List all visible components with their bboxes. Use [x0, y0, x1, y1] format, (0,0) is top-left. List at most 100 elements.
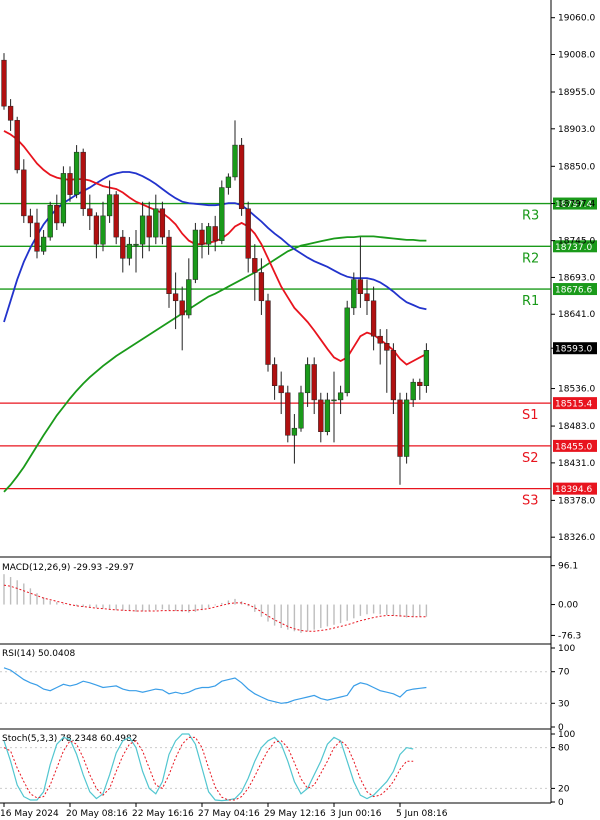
stoch-axis: 100 80 20 0: [551, 730, 575, 808]
candle: [232, 120, 238, 181]
stoch-tick-label: 20: [558, 784, 570, 794]
candle: [351, 272, 357, 315]
candle: [285, 385, 291, 443]
stoch-k-line: [3, 733, 414, 802]
price-tick-label: 18903.0: [558, 125, 595, 135]
macd-signal-line: [3, 584, 427, 632]
candle: [40, 230, 47, 255]
price-tick-label: 18693.0: [558, 273, 595, 283]
candle: [146, 201, 152, 252]
level-price-label: 18394.6: [555, 485, 592, 495]
level-price-label: 18797.4: [555, 200, 592, 210]
rsi-tick-label: 0: [558, 723, 564, 733]
candle: [100, 201, 106, 252]
candle: [14, 116, 20, 174]
candle: [337, 385, 344, 415]
candle: [47, 201, 53, 241]
candle: [80, 148, 86, 216]
price-tick-label: 19008.0: [558, 50, 595, 60]
price-tick-label: 18850.0: [558, 162, 595, 172]
candle: [113, 191, 119, 245]
macd-tick-label: 96.1: [558, 562, 578, 572]
candle: [417, 378, 423, 400]
candle: [397, 392, 403, 485]
candle: [410, 378, 416, 407]
candle: [87, 194, 93, 231]
candle: [384, 329, 390, 393]
level-name-s3: S3: [522, 494, 539, 509]
candle: [324, 392, 331, 436]
candle: [219, 180, 225, 245]
time-tick-label: 20 May 08:16: [66, 809, 128, 819]
level-price-badge: [553, 439, 597, 452]
price-axis: 19060.0 19008.0 18955.0 18903.0 18850.0 18797…: [551, 14, 597, 543]
candle: [423, 343, 430, 393]
rsi-tick-label: 70: [558, 668, 570, 678]
price-tick-label: 18641.0: [558, 310, 595, 320]
current-price-badge: [553, 342, 597, 355]
rsi-axis: 100 70 30 0: [551, 644, 575, 733]
rsi-tick-label: 100: [558, 644, 575, 654]
stoch-d-line: [3, 736, 414, 801]
candle: [73, 145, 80, 199]
time-tick-label: 5 Jun 08:16: [396, 809, 448, 819]
frames: [0, 0, 552, 804]
level-price-badge: [553, 397, 597, 410]
candle: [166, 230, 172, 308]
candle: [403, 392, 410, 464]
time-tick-label: 22 May 16:16: [132, 809, 194, 819]
price-tick-label: 18326.0: [558, 533, 595, 543]
price-pane: R3 18797.4 R2 18737.0 R1 18676.6 S1 18515.4 S2 18…: [0, 14, 597, 543]
candles: [1, 53, 430, 485]
stoch-tick-label: 0: [558, 798, 564, 808]
candle: [60, 166, 67, 227]
candle: [390, 343, 397, 415]
candle: [252, 244, 258, 301]
rsi-line: [3, 667, 427, 704]
candle: [212, 215, 218, 252]
candle: [126, 237, 133, 266]
rsi-tick-label: 30: [558, 699, 570, 709]
current-price-label: 18593.0: [555, 345, 592, 355]
candle: [172, 272, 179, 330]
macd-tick-label: 0.00: [558, 601, 578, 611]
candle: [54, 194, 60, 231]
candle: [192, 222, 199, 284]
stoch-tick-label: 80: [558, 744, 570, 754]
price-tick-label: 18431.0: [558, 459, 595, 469]
macd-tick-label: -76.3: [558, 631, 581, 641]
candle: [179, 286, 185, 351]
price-tick-label: 19060.0: [558, 14, 595, 24]
candle: [265, 293, 271, 372]
level-name-s2: S2: [522, 451, 539, 466]
candle: [120, 230, 126, 273]
candle: [357, 237, 364, 308]
candle: [27, 208, 34, 238]
level-price-badge: [553, 482, 597, 495]
ma-green-line: [3, 235, 427, 493]
level-name-r2: R2: [522, 251, 539, 266]
price-tick-label: 18536.0: [558, 385, 595, 395]
candle: [298, 385, 304, 432]
candle: [364, 279, 370, 315]
candle: [278, 371, 284, 415]
level-price-label: 18676.6: [555, 286, 592, 296]
candle: [245, 201, 251, 273]
time-tick-label: 27 May 04:16: [198, 809, 260, 819]
candle: [258, 258, 265, 315]
level-price-badge: [553, 240, 597, 253]
level-price-badge: [553, 283, 597, 296]
candle: [344, 300, 350, 397]
ma-blue-line: [3, 171, 427, 323]
candle: [34, 208, 40, 259]
candle: [311, 357, 317, 415]
candle: [291, 414, 298, 464]
rsi-title: RSI(14) 50.0408: [2, 649, 75, 659]
candle: [225, 173, 232, 195]
candle: [139, 201, 146, 259]
candle: [304, 357, 311, 407]
candle: [93, 212, 100, 259]
time-tick-label: 3 Jun 00:16: [330, 809, 382, 819]
candle: [370, 286, 377, 351]
